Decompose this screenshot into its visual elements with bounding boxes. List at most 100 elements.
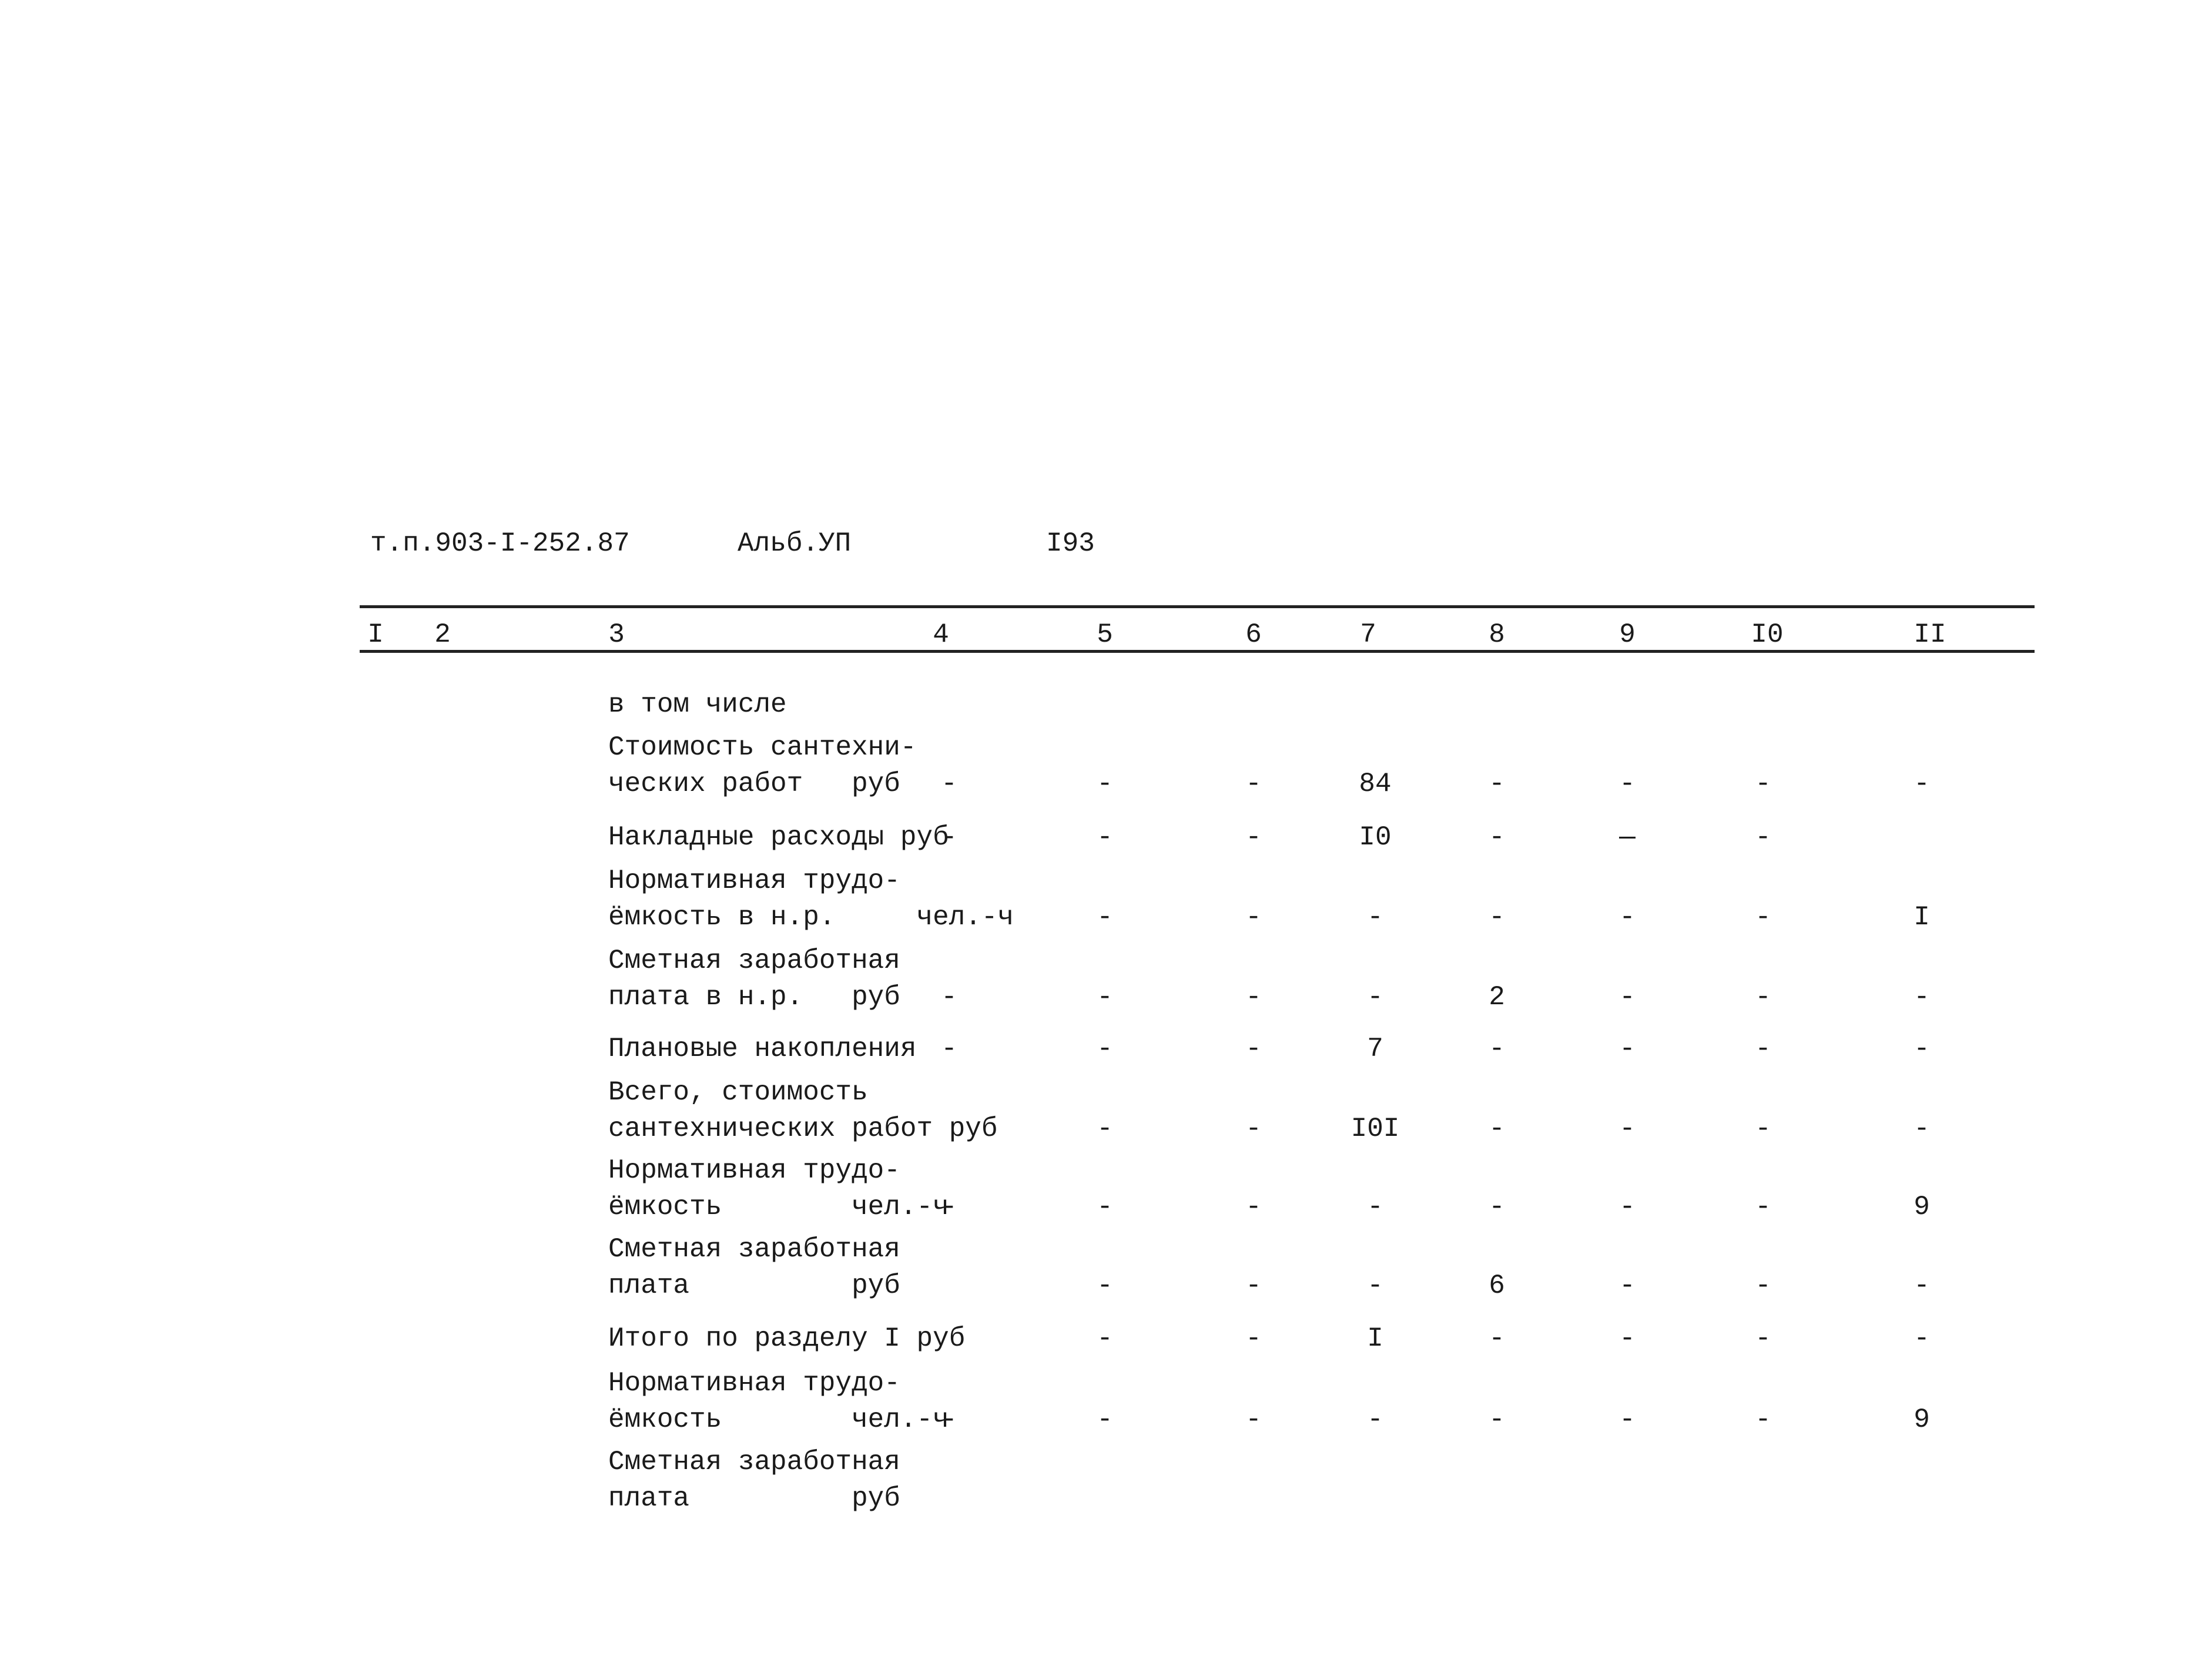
cell: - — [1097, 1034, 1113, 1064]
cell: - — [1913, 1034, 1930, 1064]
cell: - — [1367, 1404, 1383, 1435]
row-label: Итого по разделу I руб — [608, 1323, 966, 1354]
column-number: 3 — [608, 619, 625, 650]
cell: - — [1755, 769, 1771, 799]
cell: - — [1755, 1034, 1771, 1064]
column-number: 5 — [1097, 619, 1113, 650]
cell: - — [1489, 1323, 1505, 1354]
cell: - — [1619, 1034, 1636, 1064]
album: Альб.УП — [738, 528, 852, 559]
row-label: Нормативная трудо- — [608, 1155, 900, 1186]
cell: - — [1755, 1323, 1771, 1354]
cell: 7 — [1367, 1034, 1383, 1064]
cell: - — [1489, 1404, 1505, 1435]
row-label: Плановые накопления — [608, 1034, 917, 1064]
cell: - — [1913, 1270, 1930, 1301]
cell: - — [941, 1034, 957, 1064]
row-label: ёмкость чел.-ч — [608, 1192, 949, 1222]
cell: - — [1367, 1270, 1383, 1301]
row-label: Всего, стоимость — [608, 1077, 868, 1108]
cell: - — [1245, 1192, 1262, 1222]
cell: - — [1619, 1323, 1636, 1354]
column-number: II — [1913, 619, 1946, 650]
column-number: 8 — [1489, 619, 1505, 650]
cell: - — [1619, 902, 1636, 933]
cell: - — [1755, 1270, 1771, 1301]
cell: - — [1619, 1192, 1636, 1222]
column-number: I — [367, 619, 384, 650]
row-label: Сметная заработная — [608, 945, 900, 976]
cell: - — [1755, 822, 1771, 853]
cell: - — [1755, 1404, 1771, 1435]
cell: - — [1489, 769, 1505, 799]
cell: - — [1755, 902, 1771, 933]
column-number: 6 — [1245, 619, 1262, 650]
cell: - — [1097, 982, 1113, 1012]
cell: - — [1755, 982, 1771, 1012]
cell: - — [1489, 1192, 1505, 1222]
cell: 6 — [1489, 1270, 1505, 1301]
row-label: Стоимость сантехни- — [608, 732, 917, 763]
cell: - — [1097, 1270, 1113, 1301]
cell: - — [1489, 902, 1505, 933]
column-number: 4 — [933, 619, 949, 650]
cell: - — [1913, 1114, 1930, 1144]
cell: 84 — [1359, 769, 1392, 799]
column-number: 9 — [1619, 619, 1636, 650]
cell: - — [1245, 982, 1262, 1012]
cell: - — [1619, 1404, 1636, 1435]
top-rule — [360, 605, 2035, 608]
cell: - — [1913, 1323, 1930, 1354]
cell: 9 — [1913, 1404, 1930, 1435]
cell: - — [1489, 1034, 1505, 1064]
cell: - — [941, 1404, 957, 1435]
row-label: Сметная заработная — [608, 1447, 900, 1477]
page-number: I93 — [1046, 528, 1095, 559]
cell: - — [1245, 1270, 1262, 1301]
cell: - — [1755, 1192, 1771, 1222]
cell: I0I — [1350, 1114, 1400, 1144]
row-label: плата в н.р. руб — [608, 982, 900, 1012]
cell: - — [1245, 822, 1262, 853]
cell: - — [1489, 822, 1505, 853]
row-label: плата руб — [608, 1270, 900, 1301]
cell: - — [1619, 1270, 1636, 1301]
cell: - — [1097, 1323, 1113, 1354]
row-label: ёмкость в н.р. чел.-ч — [608, 902, 1014, 933]
cell: - — [1097, 769, 1113, 799]
cell: - — [1367, 1192, 1383, 1222]
cell: - — [1245, 1034, 1262, 1064]
row-label: Нормативная трудо- — [608, 866, 900, 896]
row-label: Накладные расходы руб — [608, 822, 949, 853]
cell: - — [941, 982, 957, 1012]
cell: - — [1913, 982, 1930, 1012]
cell: - — [1619, 1114, 1636, 1144]
cell: — — [1619, 822, 1636, 853]
cell: - — [1097, 1114, 1113, 1144]
cell: - — [941, 1192, 957, 1222]
cell: - — [1619, 769, 1636, 799]
cell: - — [1245, 1114, 1262, 1144]
cell: I — [1913, 902, 1930, 933]
column-number: I0 — [1751, 619, 1784, 650]
cell: - — [1097, 822, 1113, 853]
cell: - — [1489, 1114, 1505, 1144]
doc-number: т.п.903-I-252.87 — [370, 528, 630, 559]
row-label: плата руб — [608, 1483, 900, 1514]
cell: - — [1245, 1404, 1262, 1435]
cell: I0 — [1359, 822, 1392, 853]
cell: - — [1097, 1192, 1113, 1222]
cell: - — [1097, 1404, 1113, 1435]
cell: - — [1245, 902, 1262, 933]
row-label: Нормативная трудо- — [608, 1368, 900, 1399]
cell: - — [1367, 902, 1383, 933]
cell: - — [1097, 902, 1113, 933]
cell: I — [1367, 1323, 1383, 1354]
header-rule — [360, 650, 2035, 653]
row-label: сантехнических работ руб — [608, 1114, 998, 1144]
section-title: в том числе — [608, 689, 787, 720]
cell: 2 — [1489, 982, 1505, 1012]
cell: - — [941, 822, 957, 853]
cell: - — [941, 769, 957, 799]
